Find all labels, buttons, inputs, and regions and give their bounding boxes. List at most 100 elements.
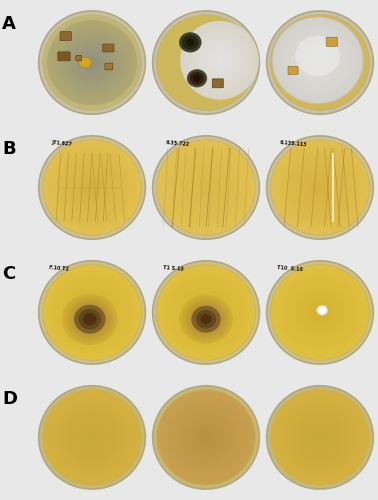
Ellipse shape	[60, 156, 124, 218]
Ellipse shape	[289, 408, 351, 468]
Ellipse shape	[272, 16, 364, 104]
Ellipse shape	[70, 41, 115, 84]
Ellipse shape	[298, 41, 342, 84]
Ellipse shape	[164, 22, 248, 103]
Ellipse shape	[314, 56, 322, 64]
Ellipse shape	[68, 415, 116, 460]
Ellipse shape	[280, 274, 359, 350]
Ellipse shape	[88, 58, 96, 67]
Ellipse shape	[303, 171, 337, 204]
Ellipse shape	[271, 390, 369, 485]
Ellipse shape	[315, 183, 325, 192]
Ellipse shape	[57, 154, 127, 221]
Ellipse shape	[67, 38, 117, 86]
Ellipse shape	[182, 297, 230, 342]
Ellipse shape	[294, 38, 341, 83]
Ellipse shape	[182, 35, 199, 50]
Ellipse shape	[200, 182, 212, 194]
Ellipse shape	[298, 166, 342, 209]
Ellipse shape	[168, 400, 244, 474]
Ellipse shape	[62, 409, 122, 466]
Ellipse shape	[299, 292, 341, 333]
Ellipse shape	[45, 267, 139, 358]
Ellipse shape	[318, 310, 322, 315]
Ellipse shape	[90, 60, 94, 65]
Ellipse shape	[153, 136, 259, 239]
Ellipse shape	[284, 153, 356, 222]
Ellipse shape	[197, 179, 215, 196]
Ellipse shape	[174, 156, 238, 218]
Ellipse shape	[185, 300, 227, 338]
Ellipse shape	[192, 424, 220, 450]
Ellipse shape	[177, 409, 235, 466]
Ellipse shape	[289, 32, 351, 92]
Ellipse shape	[76, 172, 108, 203]
Ellipse shape	[273, 142, 367, 233]
Ellipse shape	[196, 53, 216, 72]
Ellipse shape	[316, 434, 324, 441]
Ellipse shape	[204, 44, 235, 76]
Ellipse shape	[282, 150, 358, 224]
Ellipse shape	[169, 276, 243, 348]
Ellipse shape	[307, 174, 333, 201]
Ellipse shape	[300, 294, 340, 332]
Text: D: D	[2, 390, 17, 408]
Ellipse shape	[86, 56, 98, 68]
Ellipse shape	[191, 173, 221, 202]
Ellipse shape	[277, 146, 363, 230]
Ellipse shape	[39, 386, 146, 489]
Ellipse shape	[81, 302, 103, 323]
Ellipse shape	[169, 402, 243, 473]
Ellipse shape	[79, 309, 101, 330]
Ellipse shape	[198, 312, 214, 326]
Ellipse shape	[91, 436, 93, 438]
Ellipse shape	[178, 35, 234, 90]
Ellipse shape	[194, 176, 218, 200]
Ellipse shape	[84, 54, 101, 71]
Ellipse shape	[88, 59, 96, 66]
Ellipse shape	[210, 51, 229, 70]
Ellipse shape	[196, 36, 243, 84]
Ellipse shape	[317, 305, 328, 316]
Ellipse shape	[185, 167, 227, 208]
Ellipse shape	[307, 50, 328, 70]
Ellipse shape	[67, 38, 118, 86]
Ellipse shape	[283, 402, 357, 473]
Ellipse shape	[205, 312, 207, 314]
Ellipse shape	[168, 26, 244, 100]
Ellipse shape	[175, 158, 237, 218]
Ellipse shape	[64, 410, 121, 465]
Ellipse shape	[274, 144, 366, 232]
Ellipse shape	[272, 141, 368, 234]
Ellipse shape	[53, 400, 132, 475]
Ellipse shape	[156, 15, 256, 110]
Ellipse shape	[172, 154, 240, 221]
Ellipse shape	[280, 24, 359, 101]
Ellipse shape	[77, 48, 107, 77]
Ellipse shape	[86, 57, 98, 68]
Ellipse shape	[274, 19, 361, 102]
Ellipse shape	[90, 185, 94, 190]
Ellipse shape	[71, 292, 113, 333]
Ellipse shape	[203, 310, 209, 315]
Ellipse shape	[305, 423, 335, 452]
Ellipse shape	[202, 434, 210, 441]
Ellipse shape	[164, 272, 248, 353]
FancyBboxPatch shape	[103, 44, 114, 52]
Ellipse shape	[284, 278, 356, 347]
Ellipse shape	[63, 294, 117, 344]
Ellipse shape	[190, 297, 222, 328]
Ellipse shape	[200, 314, 212, 324]
Ellipse shape	[203, 435, 209, 440]
Ellipse shape	[159, 142, 253, 233]
Ellipse shape	[59, 280, 125, 344]
Ellipse shape	[214, 55, 225, 66]
Ellipse shape	[302, 46, 333, 76]
Ellipse shape	[79, 309, 101, 330]
Ellipse shape	[159, 267, 253, 358]
Ellipse shape	[313, 180, 327, 194]
Ellipse shape	[189, 30, 249, 90]
Ellipse shape	[55, 276, 129, 348]
Ellipse shape	[55, 27, 129, 99]
Ellipse shape	[190, 172, 222, 203]
